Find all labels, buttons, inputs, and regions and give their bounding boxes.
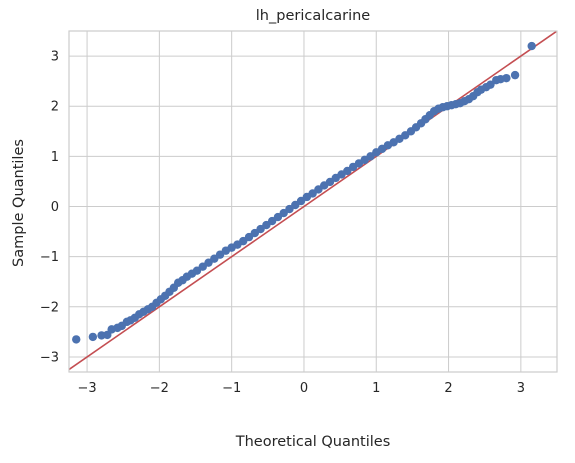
data-point bbox=[502, 73, 511, 83]
x-tick-label: 3 bbox=[517, 381, 525, 396]
y-tick-label: −2 bbox=[40, 300, 59, 315]
x-tick-labels: −3 −2 −1 0 1 2 3 bbox=[77, 381, 525, 396]
reference-line bbox=[69, 31, 557, 371]
x-tick-label: 0 bbox=[300, 381, 308, 396]
y-axis-label: Sample Quantiles bbox=[11, 139, 27, 267]
x-axis-label: Theoretical Quantiles bbox=[235, 434, 391, 450]
data-point bbox=[88, 332, 98, 342]
data-point bbox=[72, 335, 81, 344]
x-tick-label: −2 bbox=[150, 381, 169, 396]
data-point bbox=[510, 70, 520, 80]
y-tick-label: 0 bbox=[51, 200, 59, 215]
y-tick-labels: −3 −2 −1 0 1 2 3 bbox=[40, 50, 59, 366]
x-tick-label: −1 bbox=[222, 381, 241, 396]
y-tick-label: 3 bbox=[51, 50, 59, 65]
x-tick-label: 1 bbox=[372, 381, 380, 396]
data-points bbox=[72, 41, 536, 344]
x-grid bbox=[86, 31, 522, 372]
data-point bbox=[527, 41, 536, 51]
y-grid bbox=[69, 55, 557, 358]
x-tick-label: 2 bbox=[444, 381, 452, 396]
plot-frame bbox=[68, 30, 558, 373]
y-tick-label: 1 bbox=[51, 150, 59, 165]
x-tick-label: −3 bbox=[77, 381, 96, 396]
chart-title: lh_pericalcarine bbox=[256, 8, 371, 24]
y-tick-label: −1 bbox=[40, 250, 59, 265]
y-tick-label: −3 bbox=[40, 350, 59, 365]
y-tick-label: 2 bbox=[51, 100, 59, 115]
data-point bbox=[486, 80, 495, 89]
